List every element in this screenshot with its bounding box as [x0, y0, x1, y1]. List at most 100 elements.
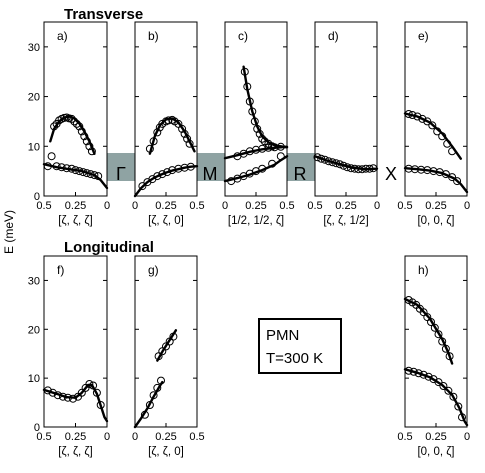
panel-b-point-17: [153, 172, 162, 181]
panel-a-xtick-label-2: 0: [104, 200, 110, 212]
panel-d-xlabel: [ζ, ζ, 1/2]: [323, 215, 368, 227]
panel-c-line-1: [223, 145, 289, 160]
panel-h-frame: [404, 255, 468, 428]
panel-b-xtick-label-0: 0: [132, 200, 138, 212]
panel-a-point-14: [80, 132, 89, 141]
panel-c-point-0: [240, 67, 249, 76]
legend-box: PMN T=300 K: [258, 318, 342, 374]
panel-a-ytick-label-2: 20: [28, 92, 40, 104]
panel-f-point-4: [63, 393, 72, 402]
panel-b-point-19: [163, 168, 172, 177]
panel-f-ytick-label-1: 10: [28, 373, 40, 385]
panel-g-line-0: [133, 380, 164, 429]
panel-e-point-9: [448, 147, 457, 156]
panel-a-label: a): [57, 29, 68, 43]
panel-g-label: g): [148, 263, 159, 277]
panel-a-point-21: [67, 164, 76, 173]
panel-a-point-16: [85, 142, 94, 151]
panel-e-point-5: [428, 121, 437, 130]
panel-d-label: d): [328, 29, 339, 43]
panel-f-ytick-label-2: 20: [28, 324, 40, 336]
legend-line-2: T=300 K: [266, 350, 323, 367]
panel-h: 0.5 0.25 0 [0, 0, ζ] h): [397, 255, 470, 458]
panel-f-label: f): [57, 263, 64, 277]
panel-f-xtick-label-2: 0: [104, 431, 110, 443]
panel-h-point-13: [409, 367, 418, 376]
panel-h-point-8: [434, 330, 443, 339]
panel-g-point-0: [140, 410, 149, 419]
symmetry-label-3: R: [294, 164, 307, 184]
panel-d-point-4: [328, 158, 337, 167]
panel-d-xtick-label-0: 0.5: [307, 200, 322, 212]
panel-a-point-24: [79, 168, 88, 177]
panel-b-point-20: [168, 166, 177, 175]
panel-b-point-10: [178, 124, 187, 133]
panel-a-ytick-label-0: 0: [34, 191, 40, 203]
panel-e-point-13: [423, 166, 432, 175]
panel-b-point-18: [158, 170, 167, 179]
panel-e-point-10: [404, 164, 413, 173]
panel-b: 0 0.25 0.5 [ζ, ζ, 0] b): [132, 21, 205, 227]
panel-h-point-15: [419, 370, 428, 379]
panel-c-xtick-label-1: 0.25: [245, 200, 266, 212]
panel-h-point-23: [458, 413, 466, 422]
panel-a-xtick-label-1: 0.25: [65, 200, 86, 212]
panel-b-label: b): [148, 29, 159, 43]
panel-f-point-3: [58, 392, 67, 401]
panel-a-ytick-label-1: 10: [28, 141, 40, 153]
panel-f-point-5: [69, 394, 77, 403]
panel-h-xlabel: [0, 0, ζ]: [417, 446, 454, 458]
panel-h-point-10: [441, 344, 450, 353]
panel-b-point-11: [180, 129, 189, 138]
panel-f-xtick-label-1: 0.25: [65, 431, 86, 443]
panel-h-point-20: [444, 386, 453, 395]
panel-a-point-10: [70, 117, 79, 126]
panel-e-point-16: [441, 170, 450, 179]
panel-c-line-0: [242, 65, 289, 149]
panel-c-point-25: [268, 159, 277, 168]
panel-f-point-2: [53, 391, 62, 400]
symmetry-band-1: [107, 153, 135, 181]
panel-g-point-3: [153, 383, 162, 392]
symmetry-label-1: Γ: [116, 164, 126, 184]
panel-f: 0 10 20 30 0.5 0.25 0 [ζ, ζ, ζ] f): [28, 255, 110, 458]
panel-h-point-11: [445, 352, 454, 361]
panel-a-point-9: [67, 114, 76, 123]
panel-a-point-25: [82, 169, 91, 178]
panel-g-point-4: [157, 376, 165, 385]
panel-e-xtick-label-1: 0.25: [425, 200, 446, 212]
panel-d-point-1: [317, 154, 326, 163]
panel-a-point-28: [94, 172, 103, 181]
panel-c-point-15: [258, 144, 267, 153]
panel-c-xtick-label-2: 0.5: [279, 200, 294, 212]
panel-d-point-2: [320, 155, 329, 164]
panel-e-point-1: [408, 111, 417, 119]
panel-c-point-18: [276, 142, 285, 151]
panel-e-point-2: [413, 112, 422, 121]
panel-a-ytick-label-3: 30: [28, 42, 40, 54]
panel-h-point-14: [414, 369, 423, 378]
panel-a-xlabel: [ζ, ζ, ζ]: [58, 215, 92, 227]
panel-c-point-7: [258, 134, 267, 143]
panel-b-point-2: [153, 128, 162, 137]
panel-e: 0.5 0.25 0 [0, 0, ζ] e): [397, 21, 470, 227]
panel-a-point-0: [43, 162, 52, 171]
panel-a-point-15: [82, 137, 91, 146]
panel-b-point-22: [180, 163, 189, 172]
panel-c-label: c): [238, 29, 248, 43]
panel-a-point-12: [75, 122, 84, 131]
panel-b-point-21: [174, 164, 183, 173]
panel-d-xtick-label-1: 0.25: [335, 200, 356, 212]
panel-c-point-2: [245, 97, 254, 106]
panel-h-xtick-label-2: 0: [464, 431, 470, 443]
panel-f-point-12: [96, 401, 105, 409]
panel-c-point-4: [250, 117, 259, 126]
panel-a-point-26: [86, 170, 95, 179]
panel-e-xlabel: [0, 0, ζ]: [417, 215, 454, 227]
panel-g-point-9: [169, 332, 178, 341]
panel-f-point-7: [77, 388, 86, 397]
panel-b-xlabel: [ζ, ζ, 0]: [148, 215, 184, 227]
